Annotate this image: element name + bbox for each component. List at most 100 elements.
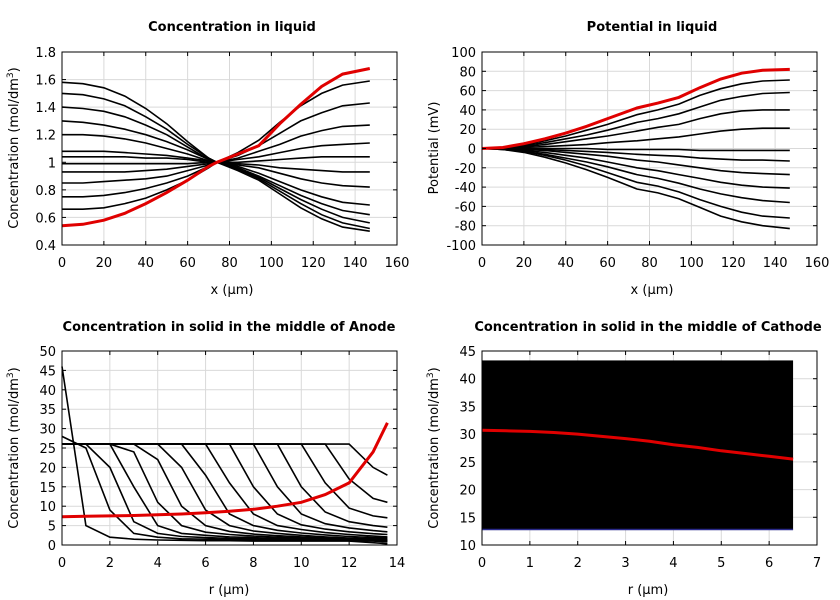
y-tick-label: 40 <box>459 104 476 119</box>
series-band <box>482 360 794 530</box>
x-tick-label: 3 <box>621 556 629 571</box>
y-tick-label: 1 <box>48 156 56 171</box>
x-tick-label: 60 <box>179 256 196 271</box>
y-tick-label: -20 <box>455 162 476 177</box>
y-tick-label: 35 <box>39 403 56 418</box>
x-axis-label: r (µm) <box>628 583 669 598</box>
chart-title: Concentration in solid in the middle of … <box>474 320 822 335</box>
x-tick-label: 40 <box>137 256 154 271</box>
panel-solid-anode: Concentration in solid in the middle of … <box>6 320 405 598</box>
highlight-line <box>61 67 371 228</box>
x-tick-label: 0 <box>58 556 66 571</box>
series-line-0 <box>481 147 790 230</box>
x-tick-label: 160 <box>385 256 410 271</box>
y-tick-label: 5 <box>48 520 56 535</box>
x-tick-label: 20 <box>96 256 113 271</box>
y-axis-label: Concentration (mol/dm3) <box>6 367 22 529</box>
x-tick-label: 6 <box>201 556 209 571</box>
y-tick-label: 1.6 <box>35 74 56 89</box>
y-tick-label: 0.4 <box>35 239 56 254</box>
y-tick-label: -40 <box>455 181 476 196</box>
x-tick-label: 4 <box>669 556 677 571</box>
y-tick-label: 15 <box>459 511 476 526</box>
x-tick-label: 1 <box>526 556 534 571</box>
x-tick-label: 100 <box>679 256 704 271</box>
x-tick-label: 20 <box>516 256 533 271</box>
series-line-6 <box>62 443 388 540</box>
x-axis-label: x (µm) <box>631 283 674 298</box>
y-tick-label: 20 <box>459 123 476 138</box>
x-tick-label: 40 <box>557 256 574 271</box>
chart-title: Concentration in liquid <box>148 20 316 35</box>
x-tick-label: 12 <box>341 556 358 571</box>
x-tick-label: 160 <box>805 256 830 271</box>
highlight-line <box>481 428 794 461</box>
y-tick-label: 0.8 <box>35 184 56 199</box>
x-tick-label: 5 <box>717 556 725 571</box>
x-tick-label: 0 <box>478 556 486 571</box>
y-tick-label: 1.2 <box>35 129 56 144</box>
series-line-2 <box>481 147 790 204</box>
series-line-14 <box>62 443 388 476</box>
y-tick-label: 10 <box>459 539 476 554</box>
y-axis-label: Concentration (mol/dm3) <box>6 67 22 229</box>
y-tick-label: 80 <box>459 65 476 80</box>
y-tick-label: 40 <box>459 373 476 388</box>
y-tick-label: 20 <box>459 484 476 499</box>
y-tick-label: 45 <box>459 345 476 360</box>
series-line-1 <box>481 147 790 219</box>
series-line-5 <box>482 147 790 162</box>
series-line-9 <box>62 124 370 184</box>
y-tick-label: 60 <box>459 85 476 100</box>
plot-frame <box>481 51 818 246</box>
x-tick-label: 2 <box>106 556 114 571</box>
y-tick-label: 30 <box>39 423 56 438</box>
plot-frame <box>61 51 398 246</box>
y-tick-label: 25 <box>39 442 56 457</box>
y-tick-label: 10 <box>39 500 56 515</box>
y-tick-label: 40 <box>39 384 56 399</box>
series-line-3 <box>482 147 790 189</box>
series-line-7 <box>62 443 388 539</box>
y-tick-label: 0 <box>48 539 56 554</box>
x-tick-label: 6 <box>765 556 773 571</box>
panel-potential-liquid: Potential in liquid 0 20 40 60 80 100 120 140 16… <box>427 20 829 298</box>
x-tick-label: 0 <box>478 256 486 271</box>
highlight-line <box>481 67 790 150</box>
y-tick-label: 0 <box>468 143 476 158</box>
x-tick-label: 4 <box>154 556 162 571</box>
series-line-1 <box>61 92 370 230</box>
x-tick-label: 2 <box>574 556 582 571</box>
y-tick-label: 35 <box>459 400 476 415</box>
series-line-8 <box>481 109 790 150</box>
highlight-line <box>61 422 389 519</box>
x-axis-label: r (µm) <box>209 583 250 598</box>
x-tick-label: 80 <box>641 256 658 271</box>
y-tick-label: 1.8 <box>35 46 56 61</box>
x-tick-label: 7 <box>813 556 821 571</box>
panel-concentration-liquid: Concentration in liquid 0 20 40 60 80 100 120 1… <box>6 20 409 298</box>
y-tick-label: 15 <box>39 481 56 496</box>
x-tick-label: 10 <box>293 556 310 571</box>
y-tick-label: 50 <box>39 345 56 360</box>
x-tick-label: 140 <box>763 256 788 271</box>
y-tick-label: 1.4 <box>35 101 56 116</box>
chart-title: Potential in liquid <box>587 20 718 35</box>
x-tick-label: 8 <box>249 556 257 571</box>
plot-frame <box>61 350 398 546</box>
y-tick-label: 30 <box>459 428 476 443</box>
x-tick-label: 60 <box>599 256 616 271</box>
y-tick-label: -60 <box>455 200 476 215</box>
y-axis-label: Concentration (mol/dm3) <box>426 367 442 529</box>
series-line-9 <box>481 91 790 150</box>
series-line-7 <box>482 127 790 150</box>
y-tick-label: -100 <box>446 239 476 254</box>
series-line-6 <box>482 147 790 152</box>
chart-title: Concentration in solid in the middle of … <box>63 320 396 335</box>
y-tick-label: 0.6 <box>35 211 56 226</box>
x-tick-label: 80 <box>221 256 238 271</box>
x-tick-label: 0 <box>58 256 66 271</box>
x-tick-label: 120 <box>721 256 746 271</box>
y-tick-label: 25 <box>459 456 476 471</box>
